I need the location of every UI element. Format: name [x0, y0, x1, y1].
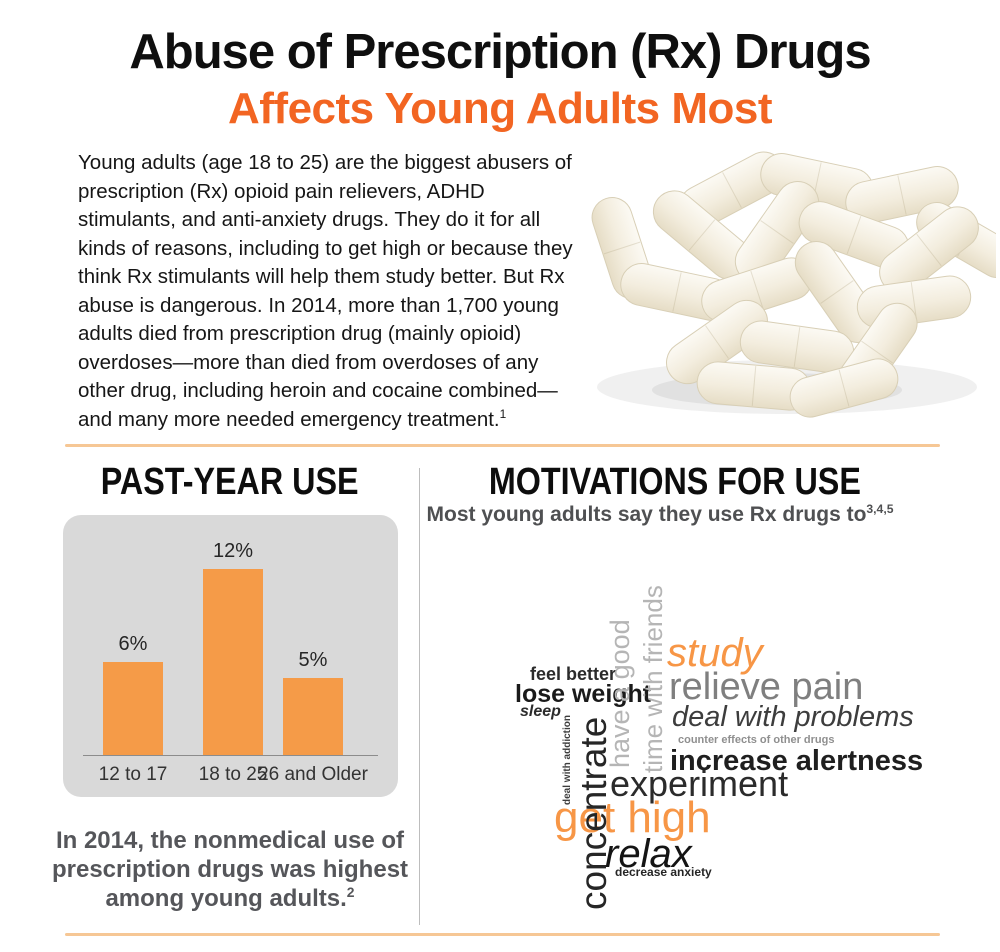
- word-deal-with-problems: deal with problems: [672, 701, 914, 733]
- word-study: study: [667, 631, 763, 675]
- chart-x-axis: [83, 755, 378, 756]
- bar-value-label: 6%: [118, 633, 148, 655]
- divider-bottom: [65, 933, 940, 936]
- pills-photo: [591, 151, 996, 418]
- chart-category-label: 26 and Older: [258, 764, 368, 785]
- word-feel-better: feel better: [530, 664, 617, 684]
- word-increase-alertness: increase alertness: [670, 745, 924, 777]
- word-relieve-pain: relieve pain: [669, 666, 864, 708]
- section-title-text: PAST-YEAR USE: [101, 461, 359, 503]
- footnote-marker: 1: [499, 406, 507, 421]
- chart-bar: [203, 569, 263, 756]
- intro-paragraph: Young adults (age 18 to 25) are the bigg…: [78, 149, 698, 434]
- word-cloud: feel better lose weight sleep deal with …: [430, 540, 1000, 940]
- word-deal-with-addiction: deal with addiction: [562, 714, 573, 805]
- pills-capsules: [591, 151, 996, 418]
- chart-caption-text: In 2014, the nonmedical use of prescript…: [51, 827, 409, 912]
- word-get-high: get high: [554, 793, 711, 842]
- motivations-subtitle: Most young adults say they use Rx drugs …: [420, 503, 900, 527]
- chart-category-label: 12 to 17: [98, 764, 168, 785]
- footnote-marker: 2: [346, 884, 355, 900]
- footnote-marker: 3,4,5: [866, 502, 894, 516]
- chart-bar: [103, 662, 163, 756]
- section-title-past-year-use: PAST-YEAR USE: [30, 461, 430, 504]
- bar-value-label: 12%: [212, 540, 254, 562]
- word-experiment: experiment: [610, 763, 789, 804]
- chart-caption: In 2014, the nonmedical use of prescript…: [30, 826, 430, 913]
- word-decrease-anxiety: decrease anxiety: [615, 865, 712, 879]
- bar-value-label: 5%: [298, 649, 328, 671]
- word-sleep: sleep: [520, 703, 561, 720]
- page-title: Abuse of Prescription (Rx) Drugs: [129, 25, 871, 79]
- word-time-with-friends: time with friends: [638, 585, 668, 773]
- bar-chart: 6% 12% 5% 12 to 17 18 to 25 26 and Older: [63, 515, 398, 797]
- section-title-motivations: MOTIVATIONS FOR USE: [425, 461, 925, 504]
- chart-bar: [283, 678, 343, 756]
- word-relax: relax: [605, 832, 692, 876]
- word-counter-effects: counter effects of other drugs: [678, 734, 835, 746]
- section-title-text: MOTIVATIONS FOR USE: [488, 461, 862, 503]
- word-lose-weight: lose weight: [515, 680, 652, 708]
- column-divider: [419, 468, 420, 925]
- page-subtitle: Affects Young Adults Most: [227, 84, 773, 133]
- motivations-subtitle-text: Most young adults say they use Rx drugs …: [426, 503, 867, 526]
- chart-category-label: 18 to 25: [198, 764, 268, 785]
- intro-text: Young adults (age 18 to 25) are the bigg…: [78, 151, 573, 431]
- word-concentrate: concentrate: [573, 716, 614, 910]
- divider-top: [65, 444, 940, 447]
